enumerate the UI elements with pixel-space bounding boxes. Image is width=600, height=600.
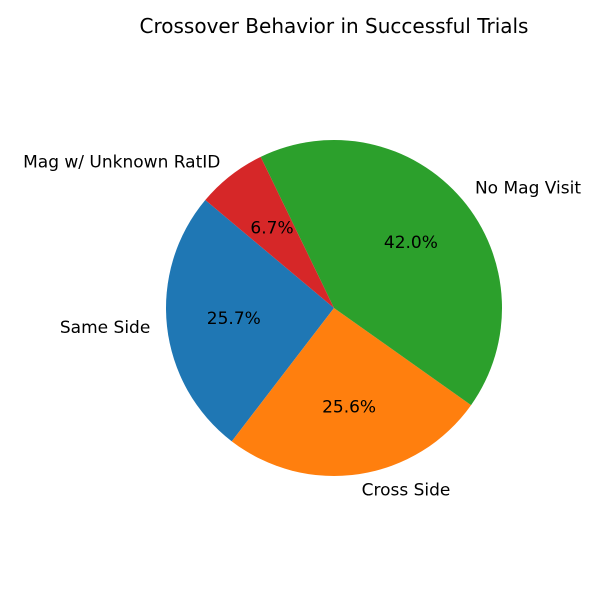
pie-labels: 25.7% Same Side 25.6% Cross Side 42.0% No Mag… bbox=[23, 152, 581, 500]
pie-slices bbox=[165, 140, 503, 476]
slice-label-mag-w-unknown-ratid: Mag w/ Unknown RatID bbox=[23, 152, 220, 172]
pie-slice-mag-w-unknown-ratid bbox=[205, 156, 334, 308]
slice-label-same-side: Same Side bbox=[60, 318, 150, 338]
slice-label-no-mag-visit: No Mag Visit bbox=[475, 179, 581, 199]
pct-label-mag-w-unknown-ratid: 6.7% bbox=[250, 219, 293, 239]
pie-slice-same-side bbox=[165, 200, 334, 442]
pie-slice-cross-side bbox=[231, 308, 472, 476]
pie-slice-no-mag-visit bbox=[260, 140, 503, 406]
pct-label-no-mag-visit: 42.0% bbox=[384, 233, 438, 253]
pct-label-cross-side: 25.6% bbox=[322, 398, 376, 418]
pct-label-same-side: 25.7% bbox=[207, 309, 261, 329]
chart-title: Crossover Behavior in Successful Trials bbox=[140, 14, 529, 38]
slice-label-cross-side: Cross Side bbox=[362, 481, 451, 501]
